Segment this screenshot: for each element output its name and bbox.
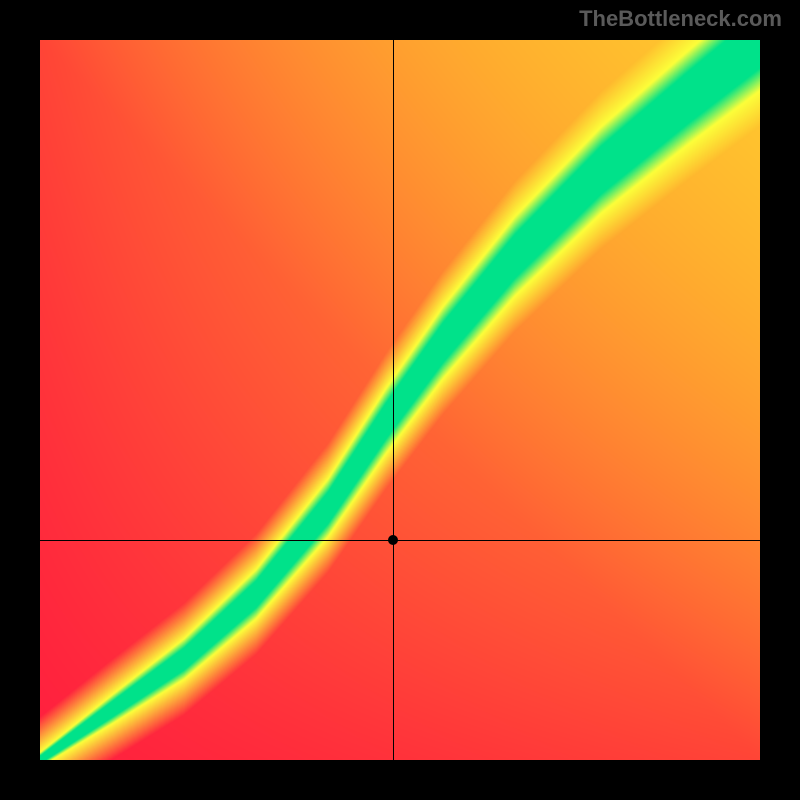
crosshair-point bbox=[388, 535, 398, 545]
plot-area bbox=[40, 40, 760, 760]
crosshair-horizontal bbox=[40, 540, 760, 541]
watermark-text: TheBottleneck.com bbox=[579, 6, 782, 32]
heatmap-canvas bbox=[40, 40, 760, 760]
chart-container: TheBottleneck.com bbox=[0, 0, 800, 800]
crosshair-vertical bbox=[393, 40, 394, 760]
